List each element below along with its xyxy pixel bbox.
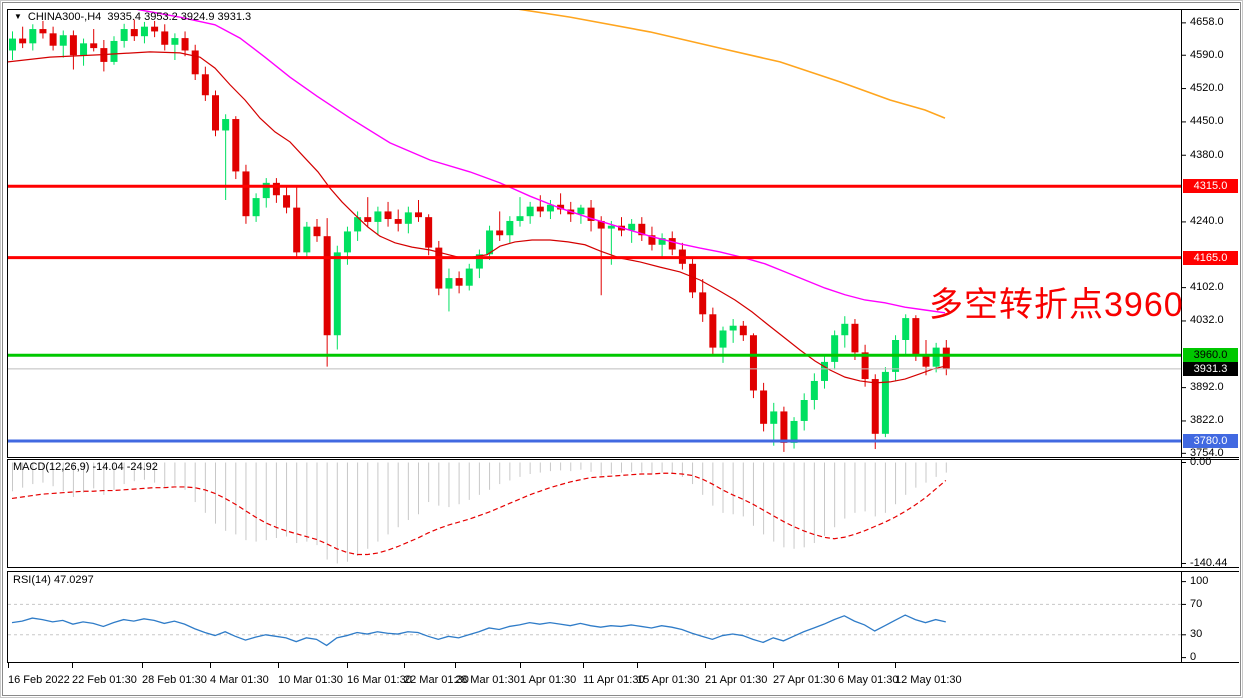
chart-canvas[interactable] bbox=[0, 0, 1243, 698]
trading-chart-window: ▼ CHINA300-,H4 3935.4 3953.2 3924.9 3931.… bbox=[0, 0, 1243, 698]
